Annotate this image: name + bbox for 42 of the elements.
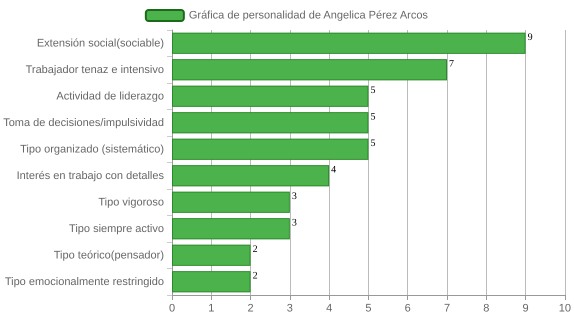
x-tick-label: 6: [404, 302, 411, 314]
x-tick-label: 7: [444, 302, 450, 314]
data-label: 5: [370, 84, 376, 96]
y-tick-label: Interés en trabajo con detalles: [16, 170, 164, 182]
x-tick-label: 1: [208, 302, 214, 314]
x-tick-label: 8: [483, 302, 490, 314]
y-tick-label: Tipo siempre activo: [69, 222, 164, 235]
x-tick-label: 0: [168, 302, 176, 314]
x-tick-label: 5: [365, 302, 372, 314]
data-label: 3: [292, 217, 297, 228]
x-tick-label: 2: [248, 302, 254, 314]
bar: [172, 218, 290, 240]
y-tick-label: Tipo vigoroso: [98, 196, 164, 208]
bar: [172, 271, 251, 292]
y-tick-label: Toma de decisiones/impulsividad: [3, 116, 164, 129]
y-tick-label: Trabajador tenaz e intensivo: [26, 64, 164, 76]
data-label: 9: [528, 32, 533, 43]
bar: [172, 112, 368, 134]
bar: [172, 32, 526, 54]
data-label: 4: [331, 164, 336, 176]
bar: [172, 138, 368, 160]
legend-label: Gráfica de personalidad de Angelica Pérez Arcos: [188, 10, 428, 22]
y-tick-label: Tipo organizado (sistemático): [20, 143, 164, 156]
bar: [172, 165, 330, 186]
data-label: 2: [252, 270, 258, 282]
bar: [172, 59, 448, 80]
y-tick-label: Tipo emocionalmente restringido: [4, 276, 164, 288]
x-tick-label: 10: [558, 302, 572, 314]
data-label: 7: [449, 58, 454, 70]
x-tick-label: 3: [286, 302, 293, 314]
y-tick-label: Tipo teórico(pensador): [54, 249, 164, 262]
y-tick-label: Extensión social(sociable): [36, 37, 164, 50]
x-tick-label: 9: [522, 302, 529, 314]
data-label: 3: [292, 190, 297, 202]
y-tick-label: Actividad de liderazgo: [56, 90, 164, 102]
bar: [172, 244, 251, 266]
data-label: 5: [370, 111, 376, 122]
data-label: 5: [370, 138, 376, 149]
x-tick-label: 4: [326, 302, 332, 314]
bar: [172, 86, 368, 107]
data-label: 2: [252, 244, 258, 255]
bar: [172, 192, 290, 213]
